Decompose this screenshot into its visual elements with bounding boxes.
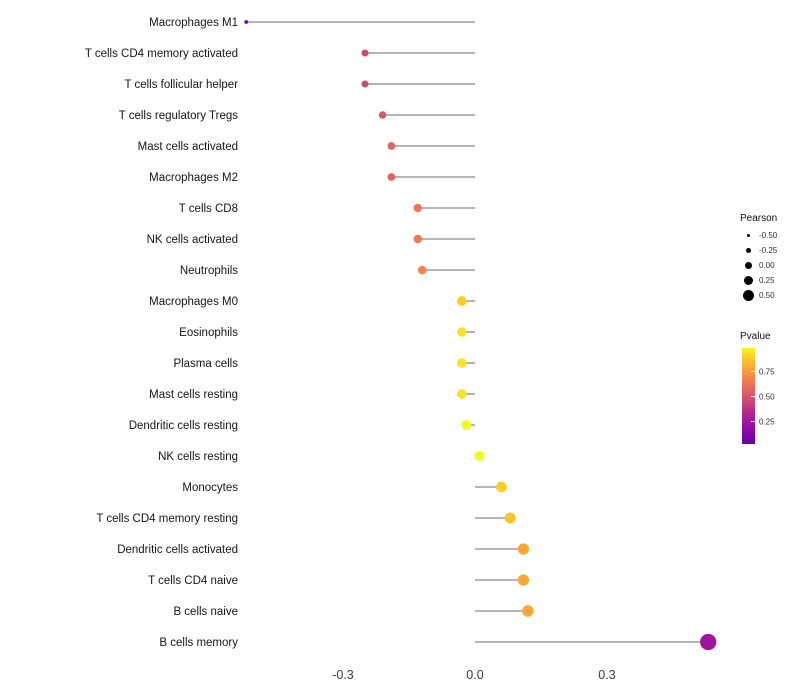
- lollipop-dot: [700, 633, 717, 651]
- x-tick-label: 0.0: [466, 668, 483, 682]
- legend-size-entry: 0.25: [740, 273, 800, 288]
- legend-size-entry: -0.25: [740, 243, 800, 258]
- legend-size-entry: 0.00: [740, 258, 800, 273]
- size-label: 0.25: [759, 276, 775, 285]
- gradient-tick-label: 0.25: [759, 417, 775, 427]
- x-tick-label: 0.3: [598, 668, 615, 682]
- lollipop-dot: [378, 111, 387, 119]
- category-label: Macrophages M1: [149, 17, 238, 29]
- lollipop-dot: [456, 389, 467, 399]
- size-label: 0.50: [759, 291, 775, 300]
- category-label: Eosinophils: [179, 327, 238, 339]
- lollipop-dot: [517, 543, 530, 555]
- legend-dot-wrap: [740, 248, 756, 253]
- legend-dot-wrap: [740, 234, 756, 237]
- category-label: Neutrophils: [180, 265, 238, 277]
- gradient-tick-mark: [751, 421, 755, 422]
- lollipop-dot: [244, 20, 249, 24]
- lollipop-dot: [522, 605, 534, 617]
- lollipop-dot: [517, 574, 530, 586]
- size-dot: [742, 290, 754, 301]
- category-label: Dendritic cells activated: [117, 544, 238, 556]
- category-label: Monocytes: [182, 482, 238, 494]
- lollipop-dot: [456, 327, 467, 337]
- category-label: Mast cells resting: [149, 389, 238, 401]
- gradient-tick-mark: [751, 396, 755, 397]
- category-label: T cells regulatory Tregs: [119, 110, 239, 122]
- gradient-tick-mark: [751, 371, 755, 372]
- legend: Pearson -0.50 -0.25 0.00 0.25 0.50: [740, 213, 800, 444]
- size-dot: [746, 234, 750, 237]
- pvalue-gradient-bar: [742, 348, 755, 444]
- legend-dot-wrap: [740, 276, 756, 285]
- pearson-size-legend: Pearson -0.50 -0.25 0.00 0.25 0.50: [740, 213, 800, 303]
- category-label: Macrophages M0: [149, 296, 238, 308]
- lollipop-dot: [413, 234, 423, 244]
- pearson-legend-title: Pearson: [740, 213, 778, 224]
- category-label: B cells memory: [159, 637, 238, 649]
- size-dot: [744, 262, 752, 269]
- lollipop-dot: [474, 450, 485, 462]
- category-label: B cells naive: [173, 606, 238, 618]
- category-label: T cells CD8: [179, 203, 238, 215]
- size-dot: [743, 276, 753, 285]
- lollipop-dot: [456, 358, 467, 368]
- pvalue-color-legend: Pvalue 0.75 0.50 0.25: [740, 331, 800, 444]
- size-label: -0.50: [759, 231, 778, 240]
- legend-size-entry: -0.50: [740, 228, 800, 243]
- lollipop-dot: [496, 481, 507, 493]
- gradient-tick-label: 0.50: [759, 392, 775, 402]
- category-label: Plasma cells: [173, 358, 238, 370]
- pvalue-legend-title: Pvalue: [740, 331, 771, 342]
- size-label: -0.25: [759, 246, 778, 255]
- size-label: 0.00: [759, 261, 775, 270]
- legend-size-entry: 0.50: [740, 288, 800, 303]
- size-dot: [745, 248, 751, 253]
- x-tick-label: -0.3: [332, 668, 354, 682]
- lollipop-dot: [461, 420, 472, 430]
- legend-dot-wrap: [740, 290, 756, 301]
- gradient-tick-label: 0.75: [759, 367, 775, 377]
- category-label: NK cells resting: [158, 451, 238, 463]
- pvalue-gradient-wrap: 0.75 0.50 0.25: [740, 348, 800, 444]
- category-label: T cells CD4 memory activated: [85, 48, 238, 60]
- lollipop-dot: [361, 80, 369, 88]
- legend-dot-wrap: [740, 262, 756, 269]
- category-label: T cells CD4 memory resting: [96, 513, 238, 525]
- lollipop-dot: [504, 512, 516, 524]
- lollipop-dot: [417, 265, 427, 275]
- category-label: NK cells activated: [147, 234, 238, 246]
- category-label: T cells CD4 naive: [148, 575, 238, 587]
- lollipop-dot: [456, 296, 467, 306]
- lollipop-dot: [387, 173, 396, 181]
- category-label: Mast cells activated: [138, 141, 238, 153]
- lollipop-dot: [387, 142, 396, 150]
- lollipop-dot: [361, 49, 369, 57]
- category-label: Dendritic cells resting: [129, 420, 238, 432]
- lollipop-dot: [413, 203, 423, 213]
- category-label: Macrophages M2: [149, 172, 238, 184]
- category-label: T cells follicular helper: [124, 79, 238, 91]
